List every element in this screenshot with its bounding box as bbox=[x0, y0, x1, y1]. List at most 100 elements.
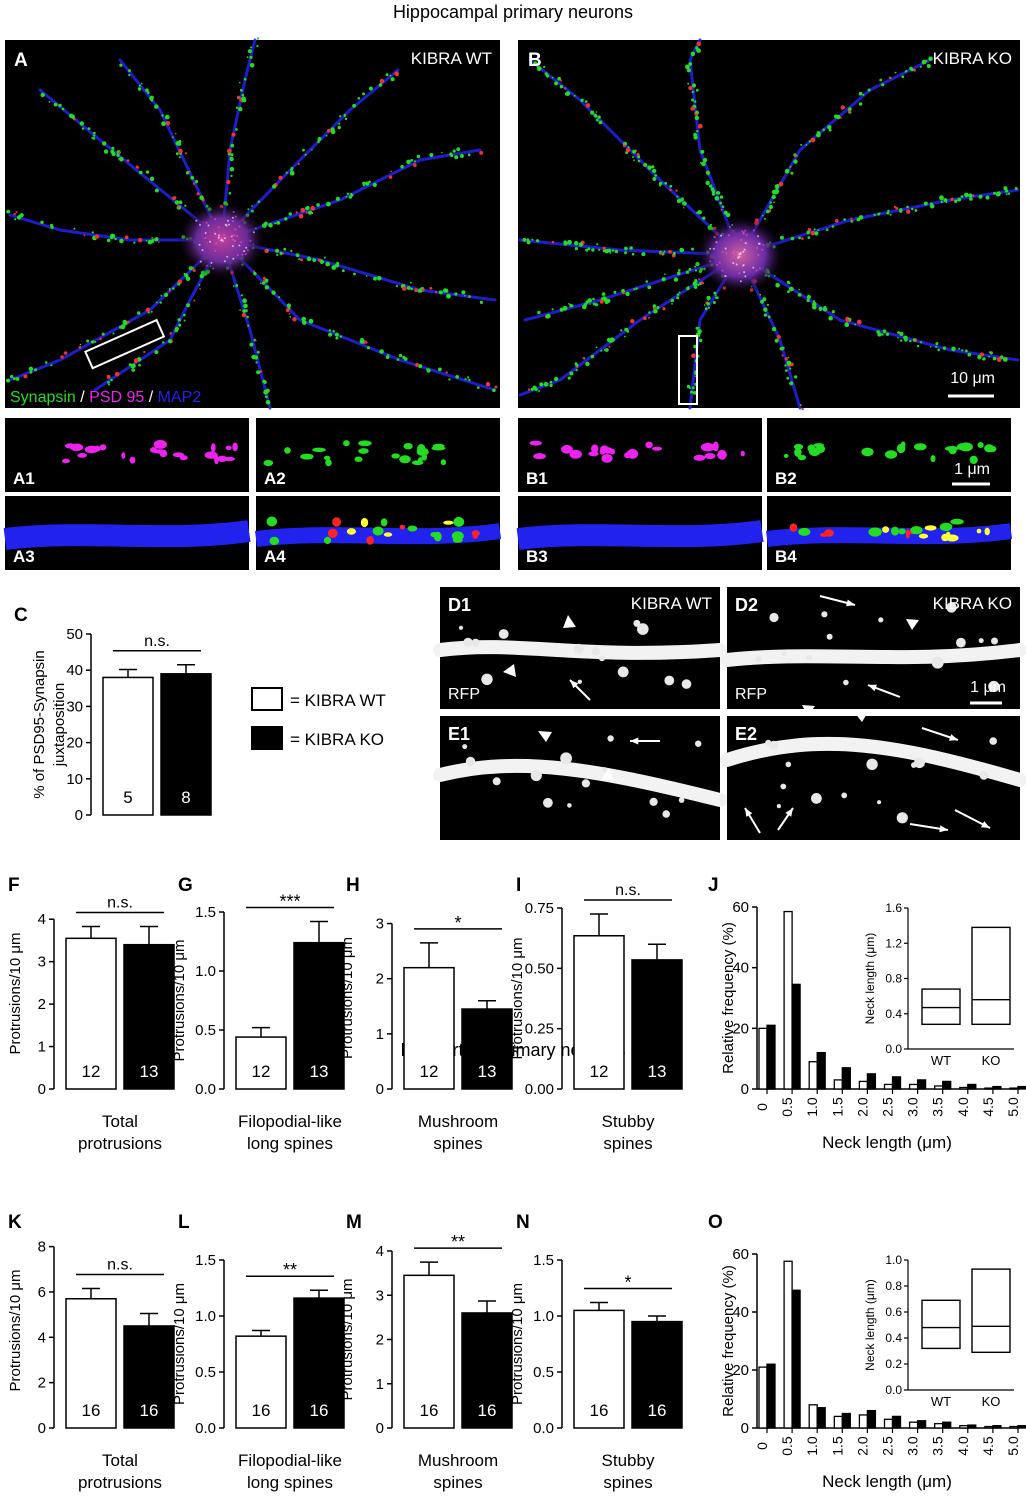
spine-head bbox=[637, 623, 649, 635]
synaptic-punctum bbox=[81, 127, 85, 130]
synaptic-punctum bbox=[854, 323, 856, 326]
x-axis-label: long spines bbox=[247, 1473, 333, 1492]
x-axis-label: Mushroom bbox=[418, 1451, 498, 1470]
synaptic-punctum bbox=[161, 114, 164, 117]
synaptic-punctum bbox=[697, 123, 703, 129]
synaptic-punctum bbox=[583, 303, 587, 307]
synaptic-punctum bbox=[760, 299, 764, 304]
synaptic-punctum bbox=[877, 212, 881, 216]
synaptic-punctum bbox=[119, 156, 124, 162]
synaptic-punctum bbox=[15, 211, 18, 214]
synaptic-punctum bbox=[595, 346, 598, 349]
spine-head bbox=[543, 797, 553, 808]
roi-box-B bbox=[678, 335, 698, 405]
synaptic-punctum bbox=[597, 115, 601, 119]
synaptic-punctum bbox=[266, 249, 269, 252]
synaptic-punctum bbox=[977, 442, 984, 448]
synaptic-punctum bbox=[969, 455, 978, 465]
spine-head bbox=[560, 752, 572, 765]
synaptic-punctum bbox=[275, 248, 280, 253]
synaptic-punctum bbox=[295, 253, 300, 257]
synaptic-punctum bbox=[259, 370, 263, 373]
synaptic-punctum bbox=[923, 201, 928, 206]
synaptic-punctum bbox=[720, 208, 723, 211]
synaptic-punctum bbox=[693, 344, 697, 349]
synaptic-punctum bbox=[312, 258, 317, 262]
synaptic-punctum bbox=[139, 170, 143, 175]
synaptic-punctum bbox=[372, 182, 377, 187]
synaptic-punctum bbox=[266, 400, 270, 404]
synaptic-punctum bbox=[924, 525, 937, 531]
synaptic-punctum bbox=[624, 251, 628, 255]
synaptic-punctum bbox=[625, 147, 631, 153]
synaptic-punctum bbox=[697, 210, 702, 215]
synaptic-punctum bbox=[886, 211, 890, 215]
synaptic-punctum bbox=[247, 324, 250, 327]
synaptic-punctum bbox=[808, 140, 811, 143]
synaptic-punctum bbox=[242, 309, 246, 313]
synaptic-punctum bbox=[150, 310, 153, 313]
synaptic-punctum bbox=[464, 294, 466, 297]
synaptic-punctum bbox=[940, 200, 943, 204]
synaptic-punctum bbox=[529, 440, 542, 446]
synaptic-punctum bbox=[445, 371, 448, 374]
hist-bar-ko bbox=[841, 1412, 851, 1429]
synaptic-punctum bbox=[691, 247, 695, 251]
y-axis-label: Protrusions/10 μm bbox=[7, 932, 24, 1054]
hist-bar-wt bbox=[858, 1414, 869, 1429]
synaptic-punctum bbox=[716, 191, 720, 195]
synaptic-punctum bbox=[879, 78, 883, 82]
synaptic-punctum bbox=[332, 517, 341, 527]
x-tick-label: 3.0 bbox=[905, 1097, 921, 1117]
synaptic-punctum bbox=[185, 276, 191, 282]
soma-punctum bbox=[240, 241, 243, 244]
synaptic-punctum bbox=[918, 533, 929, 539]
soma-punctum bbox=[758, 267, 761, 270]
synaptic-punctum bbox=[230, 143, 235, 148]
spine-head bbox=[463, 637, 473, 648]
bar-n-label: 12 bbox=[590, 1062, 609, 1081]
synaptic-punctum bbox=[897, 337, 899, 339]
inset-y-tick-label: 0.8 bbox=[885, 1279, 902, 1293]
synaptic-punctum bbox=[661, 277, 666, 282]
y-tick-label: 6 bbox=[38, 1284, 46, 1301]
synaptic-punctum bbox=[409, 281, 412, 284]
synaptic-punctum bbox=[455, 375, 460, 379]
synaptic-punctum bbox=[413, 160, 416, 163]
stain-separator: / bbox=[144, 389, 157, 406]
synaptic-punctum bbox=[93, 131, 96, 135]
x-tick-label: 1.5 bbox=[829, 1436, 845, 1456]
synaptic-punctum bbox=[574, 241, 579, 246]
synaptic-punctum bbox=[204, 451, 218, 459]
synaptic-punctum bbox=[553, 376, 559, 382]
synaptic-punctum bbox=[763, 217, 766, 220]
synaptic-punctum bbox=[290, 166, 294, 170]
synaptic-punctum bbox=[168, 289, 171, 292]
synaptic-punctum bbox=[595, 118, 599, 122]
soma-punctum bbox=[224, 237, 226, 240]
synaptic-punctum bbox=[964, 192, 969, 198]
inset-y-axis-label: Neck length (μm) bbox=[863, 1279, 877, 1371]
synaptic-punctum bbox=[107, 383, 110, 386]
synaptic-punctum bbox=[988, 355, 990, 358]
arrow-tip bbox=[846, 599, 855, 607]
synaptic-punctum bbox=[695, 46, 699, 50]
synaptic-punctum bbox=[654, 174, 657, 177]
synaptic-punctum bbox=[789, 367, 792, 370]
synaptic-punctum bbox=[6, 209, 11, 214]
hist-bar-ko bbox=[891, 1076, 902, 1090]
soma-punctum bbox=[231, 220, 234, 223]
synaptic-punctum bbox=[822, 128, 825, 132]
y-tick-label: 1 bbox=[38, 1039, 46, 1056]
bar-ko bbox=[461, 1008, 513, 1090]
dendrite bbox=[220, 38, 257, 242]
spine-head bbox=[769, 612, 779, 623]
synaptic-punctum bbox=[954, 199, 958, 203]
spine-head bbox=[573, 643, 584, 654]
synaptic-punctum bbox=[91, 340, 95, 344]
soma-punctum bbox=[736, 251, 739, 254]
synaptic-punctum bbox=[687, 82, 690, 85]
synaptic-punctum bbox=[680, 198, 684, 202]
